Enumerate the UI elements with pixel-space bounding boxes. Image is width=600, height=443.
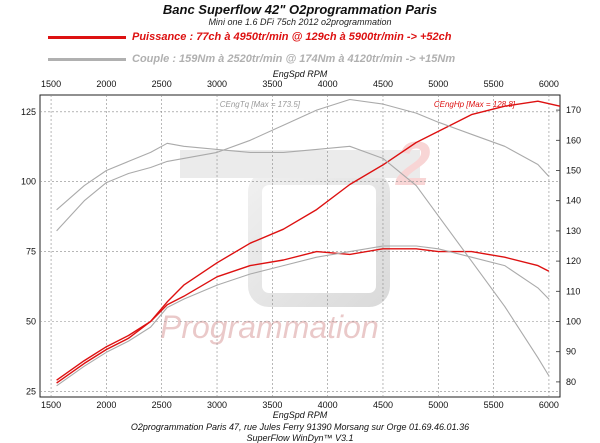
chart-title: Banc Superflow 42" O2programmation Paris	[162, 2, 438, 17]
x-tick-label-top: 6000	[539, 79, 559, 89]
y-right-tick-label: 170	[566, 105, 581, 115]
watermark-text: Programmation	[160, 309, 379, 345]
plot-frame	[39, 94, 561, 398]
y-left-tick-label: 75	[26, 247, 36, 257]
x-tick-label-bottom: 4500	[373, 400, 393, 410]
legend-torque-swatch	[48, 57, 126, 61]
chart-subtitle: Mini one 1.6 DFi 75ch 2012 o2programmati…	[208, 17, 392, 27]
annotation-torque-max: CEngTq [Max = 173.5]	[220, 100, 301, 109]
y-right-tick-label: 140	[566, 196, 581, 206]
series-line-3	[56, 142, 550, 377]
x-tick-label-top: 2000	[96, 79, 116, 89]
y-left-tick-label: 100	[21, 177, 36, 187]
y-right-tick-label: 90	[566, 347, 576, 357]
y-left-tick-label: 25	[26, 386, 36, 396]
x-tick-label-bottom: 6000	[539, 400, 559, 410]
x-tick-label-bottom: 3500	[262, 400, 282, 410]
y-right-tick-label: 120	[566, 256, 581, 266]
x-tick-label-top: 5500	[484, 79, 504, 89]
watermark-logo: 2	[180, 130, 430, 307]
y-right-tick-label: 100	[566, 317, 581, 327]
y-right-tick-label: 110	[566, 286, 580, 296]
y-left-tick-label: 125	[21, 107, 36, 117]
y-right-tick-label: 80	[566, 377, 576, 387]
y-right-tick-label: 130	[566, 226, 581, 236]
y-left-tick-label: 50	[26, 317, 36, 327]
watermark-number: 2	[395, 130, 430, 199]
series-line-0	[56, 100, 561, 381]
x-tick-label-top: 5000	[428, 79, 448, 89]
x-tick-label-top: 4000	[318, 79, 338, 89]
footer-software: SuperFlow WinDyn™ V3.1	[246, 433, 354, 443]
legend-power-swatch	[48, 35, 126, 39]
y-right-tick-label: 150	[566, 166, 581, 176]
x-tick-label-top: 3500	[262, 79, 282, 89]
x-tick-label-bottom: 4000	[318, 400, 338, 410]
x-tick-label-top: 2500	[152, 79, 172, 89]
series-line-4	[56, 98, 550, 232]
legend-power-label: Puissance : 77ch à 4950tr/min @ 129ch à …	[132, 31, 452, 43]
x-tick-label-bottom: 5000	[428, 400, 448, 410]
series-line-2	[56, 245, 550, 387]
x-tick-label-top: 3000	[207, 79, 227, 89]
annotation-power-max: CEngHp [Max = 128.8]	[434, 100, 516, 109]
legend-power: Puissance : 77ch à 4950tr/min @ 129ch à …	[48, 30, 452, 44]
x-tick-label-bottom: 5500	[484, 400, 504, 410]
series-line-1	[56, 248, 550, 384]
x-tick-label-top: 1500	[41, 79, 61, 89]
legend-torque: Couple : 159Nm à 2520tr/min @ 174Nm à 41…	[48, 52, 455, 66]
x-tick-label-bottom: 3000	[207, 400, 227, 410]
x-axis-label-bottom: EngSpd RPM	[273, 410, 328, 420]
footer-address: O2programmation Paris 47, rue Jules Ferr…	[130, 422, 470, 432]
y-right-tick-label: 160	[566, 135, 581, 145]
legend-torque-label: Couple : 159Nm à 2520tr/min @ 174Nm à 41…	[132, 53, 456, 65]
x-tick-label-bottom: 2500	[152, 400, 172, 410]
x-axis-label-top: EngSpd RPM	[273, 69, 328, 79]
x-tick-label-bottom: 1500	[41, 400, 61, 410]
x-tick-label-bottom: 2000	[96, 400, 116, 410]
x-tick-label-top: 4500	[373, 79, 393, 89]
